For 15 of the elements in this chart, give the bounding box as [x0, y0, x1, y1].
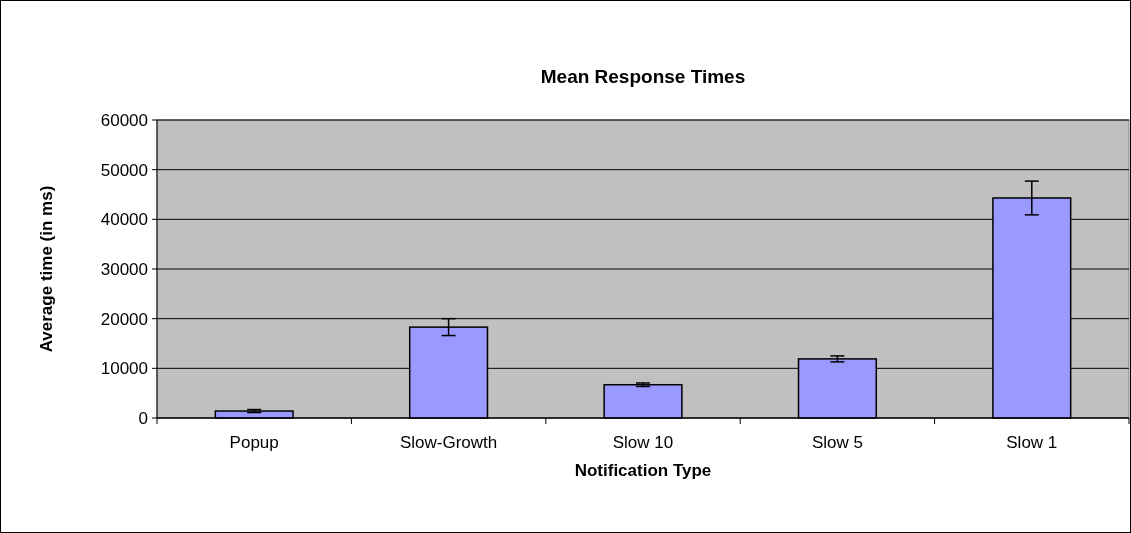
y-tick-label: 10000 [100, 359, 148, 379]
y-axis-title: Average time (in ms) [37, 185, 56, 353]
y-tick-label: 0 [138, 408, 148, 428]
x-tick-label: Slow 10 [612, 433, 674, 452]
chart-title: Mean Response Times [540, 66, 746, 87]
y-tick-label: 40000 [100, 210, 148, 230]
y-tick-label: 20000 [100, 309, 148, 329]
y-tick-label: 50000 [100, 160, 148, 180]
y-tick-label: 60000 [100, 110, 148, 130]
y-tick-label: 30000 [100, 259, 148, 279]
x-tick-label: Slow-Growth [399, 433, 498, 452]
x-tick-label: Slow 1 [1006, 433, 1058, 452]
x-axis-title: Notification Type [574, 461, 712, 480]
x-tick-label: Slow 5 [811, 433, 863, 452]
x-tick-label: Popup [229, 433, 279, 452]
